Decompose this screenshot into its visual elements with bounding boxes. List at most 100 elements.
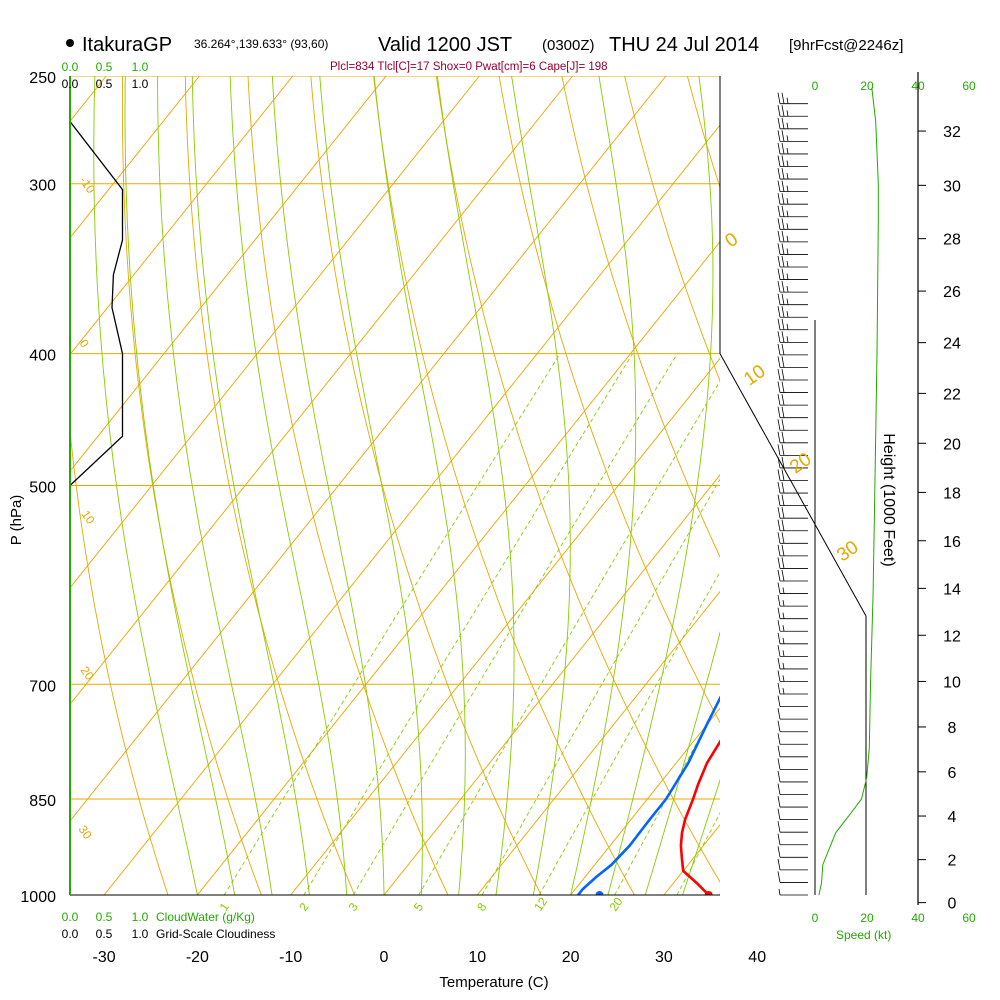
wind-barb-flag bbox=[781, 456, 785, 469]
height-tick-label: 0 bbox=[948, 896, 957, 913]
wind-barb-flag bbox=[781, 381, 785, 393]
wind-barb bbox=[777, 595, 808, 607]
wind-barb-flag bbox=[781, 557, 785, 569]
wind-barb-flag bbox=[777, 858, 781, 870]
dry-adiabat bbox=[624, 76, 720, 382]
wind-barb-flag bbox=[777, 796, 781, 808]
wind-barb-flag bbox=[777, 105, 781, 117]
wind-barb-flag bbox=[781, 167, 785, 180]
wind-barb bbox=[777, 569, 808, 582]
temp-tick-label: -20 bbox=[186, 949, 209, 966]
cloudiness-bottom-label: 1.0 bbox=[132, 927, 149, 941]
wind-barb-flag bbox=[777, 770, 781, 783]
wind-barb-flag bbox=[786, 336, 789, 343]
forecast-info: [9hrFcst@2246z] bbox=[789, 37, 903, 54]
isotherm-line bbox=[0, 76, 13, 895]
mixing-ratio-line bbox=[303, 353, 633, 895]
wind-barb-flag bbox=[777, 682, 781, 695]
wind-barb-flag bbox=[777, 519, 781, 531]
moist-adiabat bbox=[191, 76, 310, 895]
wind-barb bbox=[777, 306, 808, 318]
wind-barb bbox=[777, 117, 808, 130]
wind-barb bbox=[777, 431, 808, 444]
wind-barb bbox=[777, 808, 808, 821]
height-tick-label: 14 bbox=[943, 581, 961, 598]
wind-barb bbox=[777, 167, 808, 180]
wind-barb bbox=[777, 620, 808, 632]
speed-tick-top: 20 bbox=[860, 79, 874, 93]
mixing-ratio-line bbox=[676, 812, 720, 895]
wind-barb bbox=[777, 682, 808, 695]
mixing-ratio-label: 3 bbox=[346, 900, 361, 914]
wind-barb bbox=[777, 444, 808, 456]
wind-barb-flag bbox=[782, 600, 785, 607]
temp-tick-label: 20 bbox=[562, 949, 580, 966]
wind-barb-flag bbox=[777, 783, 781, 795]
wind-barb-flag bbox=[786, 198, 789, 205]
wind-barb bbox=[777, 381, 808, 393]
wind-barb-flag bbox=[786, 147, 789, 155]
isotherm-line bbox=[570, 707, 720, 895]
wind-barb-flag bbox=[786, 248, 789, 255]
wind-barb bbox=[777, 356, 808, 368]
wind-barb-flag bbox=[777, 695, 781, 707]
dry-adiabat bbox=[498, 76, 720, 724]
wind-barb bbox=[777, 368, 808, 381]
moist-adiabat bbox=[93, 76, 198, 895]
mixing-ratio-line bbox=[353, 353, 678, 895]
cloudwater-label: CloudWater (g/Kg) bbox=[156, 910, 255, 924]
wind-barb bbox=[777, 507, 808, 519]
speed-tick-bottom: 0 bbox=[812, 911, 819, 925]
wind-barb-flag bbox=[781, 469, 785, 481]
mixing-ratio-label: 20 bbox=[606, 894, 625, 913]
wind-barb bbox=[777, 268, 808, 280]
cloudwater-bottom-label: 1.0 bbox=[132, 910, 149, 924]
wind-barb-flag bbox=[786, 286, 789, 293]
wind-barb-flag bbox=[781, 243, 785, 255]
wind-barb-flag bbox=[777, 356, 781, 368]
wind-barb-flag bbox=[781, 318, 785, 330]
wind-barb-flag bbox=[781, 431, 785, 443]
wind-barb-flag bbox=[777, 117, 781, 129]
cloudiness-bottom-label: 0.5 bbox=[96, 927, 113, 941]
wind-barb-flag bbox=[777, 607, 781, 619]
wind-barb-flag bbox=[781, 356, 785, 368]
wind-barb-flag bbox=[781, 494, 785, 506]
wind-barb-flag bbox=[777, 532, 781, 544]
moist-adiabat bbox=[157, 76, 273, 895]
pressure-tick-label: 400 bbox=[29, 348, 56, 365]
wind-barb-flag bbox=[777, 871, 781, 883]
isotherm-label: 30 bbox=[76, 823, 95, 842]
cloudiness-top-label: 1.0 bbox=[132, 77, 149, 91]
speed-tick-bottom: 60 bbox=[962, 911, 976, 925]
wind-barb-flag bbox=[777, 142, 781, 155]
station-coords: 36.264°,139.633° (93,60) bbox=[194, 37, 328, 51]
wind-barb bbox=[777, 193, 808, 205]
wind-barb bbox=[777, 331, 808, 343]
cloudwater-top-label: 0.5 bbox=[96, 60, 113, 74]
wind-barb bbox=[777, 419, 808, 431]
wind-barb bbox=[777, 406, 808, 419]
station-name: ItakuraGP bbox=[82, 34, 172, 56]
wind-barb-flag bbox=[777, 155, 781, 167]
speed-axis-title: Speed (kt) bbox=[836, 928, 891, 942]
wind-barb bbox=[777, 745, 808, 758]
mixing-ratio-line bbox=[481, 478, 720, 895]
wind-barb bbox=[777, 218, 808, 230]
height-tick-label: 16 bbox=[943, 534, 961, 551]
wind-barb-flag bbox=[781, 142, 785, 155]
wind-barb-flag bbox=[781, 544, 785, 556]
cloudiness-top-label: 0.5 bbox=[96, 77, 113, 91]
temp-tick-label: 30 bbox=[655, 949, 673, 966]
wind-barb bbox=[777, 796, 808, 808]
wind-barb-flag bbox=[777, 343, 781, 355]
cloudwater-top-label: 0.0 bbox=[62, 60, 79, 74]
wind-barb bbox=[777, 318, 808, 331]
wind-barb-flag bbox=[781, 268, 785, 280]
wind-barb-flag bbox=[777, 306, 781, 318]
height-tick-label: 30 bbox=[943, 178, 961, 195]
mixing-ratio-line bbox=[614, 699, 720, 895]
height-tick-label: 28 bbox=[943, 232, 961, 249]
wind-barb-flag bbox=[781, 105, 785, 117]
wind-barb bbox=[777, 544, 808, 557]
